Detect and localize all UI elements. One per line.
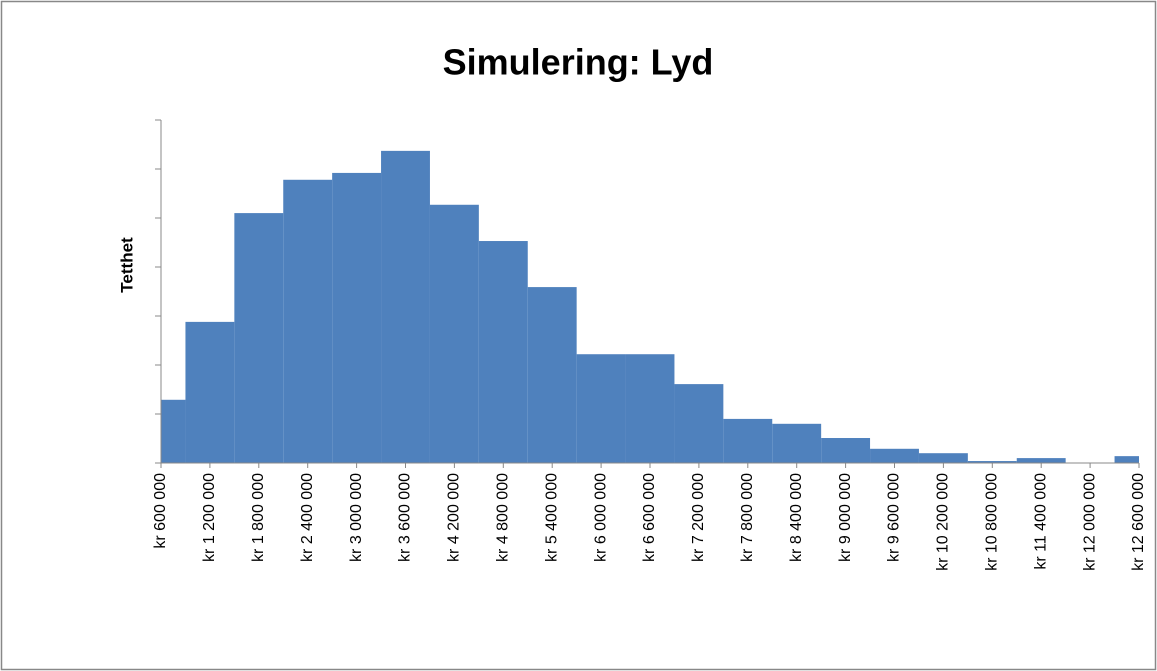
x-tick-label: kr 7 800 000: [739, 473, 756, 562]
x-tick-label: kr 5 400 000: [543, 473, 560, 562]
x-tick-label: kr 2 400 000: [299, 473, 316, 562]
bar: [527, 287, 577, 463]
x-tick-label: kr 6 600 000: [641, 473, 658, 562]
y-axis-label: Tetthet: [117, 237, 136, 293]
chart-title: Simulering: Lyd: [443, 42, 714, 83]
bar: [772, 423, 822, 463]
x-tick-label: kr 10 800 000: [984, 473, 1001, 571]
bar: [625, 354, 675, 463]
x-tick-label: kr 12 600 000: [1130, 473, 1147, 571]
bar: [674, 384, 724, 463]
bar: [283, 179, 333, 463]
bar: [870, 448, 919, 463]
x-tick-label: kr 4 200 000: [446, 473, 463, 562]
bar: [918, 453, 968, 463]
x-tick-label: kr 1 200 000: [201, 473, 218, 562]
bar: [576, 354, 626, 463]
x-tick-label: kr 9 000 000: [837, 473, 854, 562]
bar: [381, 150, 430, 463]
x-tick-label: kr 600 000: [152, 473, 169, 549]
bar: [1016, 458, 1066, 463]
x-tick-label: kr 9 600 000: [886, 473, 903, 562]
x-tick-label: kr 3 600 000: [397, 473, 414, 562]
bar: [234, 213, 284, 463]
x-tick-label: kr 10 200 000: [935, 473, 952, 571]
x-tick-label: kr 6 000 000: [592, 473, 609, 562]
x-tick-label: kr 12 000 000: [1081, 473, 1098, 571]
bar: [332, 172, 382, 464]
x-tick-label: kr 8 400 000: [788, 473, 805, 562]
x-tick-label: kr 3 000 000: [348, 473, 365, 562]
bar: [821, 438, 871, 463]
bar: [1114, 456, 1139, 463]
x-tick-label: kr 1 800 000: [250, 473, 267, 562]
bar: [185, 321, 235, 463]
x-tick-label: kr 7 200 000: [690, 473, 707, 562]
bar: [161, 399, 186, 463]
bar: [967, 461, 1017, 463]
x-tick-label: kr 11 400 000: [1032, 473, 1049, 570]
bar: [429, 204, 479, 463]
bar: [723, 418, 773, 463]
x-tick-label: kr 4 800 000: [495, 473, 512, 562]
bar: [478, 241, 528, 463]
